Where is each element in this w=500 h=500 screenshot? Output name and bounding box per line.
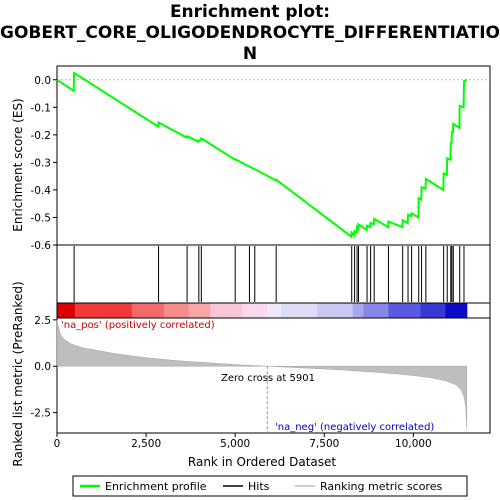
- legend-frame: [72, 475, 468, 497]
- x-axis-label: Rank in Ordered Dataset: [188, 455, 336, 469]
- es-y-tick-label: -0.1: [31, 102, 52, 114]
- rank-bar-segment: [420, 303, 446, 318]
- x-tick-label: 7,500: [309, 438, 339, 450]
- rank-bar-segment: [352, 303, 364, 318]
- hits-panel-frame: [56, 244, 491, 304]
- metric-y-tick-label: -2.5: [31, 408, 52, 420]
- es-panel-frame: [56, 65, 491, 246]
- rank-bar-segment: [363, 303, 389, 318]
- title-line-1: Enrichment plot:: [169, 2, 331, 22]
- es-y-tick-label: -0.2: [31, 130, 52, 142]
- rank-bar-segment: [388, 303, 422, 318]
- x-tick-label: 5,000: [220, 438, 250, 450]
- es-y-tick-label: -0.6: [31, 240, 52, 252]
- rank-bar-segment: [163, 303, 190, 318]
- metric-y-tick-label: 2.5: [34, 315, 51, 327]
- legend-label: Ranking metric scores: [320, 480, 442, 493]
- es-y-tick-label: -0.4: [31, 185, 52, 197]
- x-tick-label: 2,500: [131, 438, 161, 450]
- title-line-2: GOBERT_CORE_OLIGODENDROCYTE_DIFFERENTIAT…: [0, 23, 500, 43]
- positive-correlation-label: 'na_pos' (positively correlated): [61, 320, 215, 331]
- legend: Enrichment profile Hits Ranking metric sco…: [72, 475, 468, 497]
- rank-bar-segment: [317, 303, 354, 318]
- es-axis-label: Enrichment score (ES): [11, 98, 25, 231]
- rank-bar-segment: [131, 303, 165, 318]
- rank-bar-segment: [210, 303, 243, 318]
- chart-title: Enrichment plot: GOBERT_CORE_OLIGODENDRO…: [0, 2, 500, 65]
- es-panel: 0.0 -0.1 -0.2 -0.3 -0.4 -0.5 -0.6: [31, 65, 491, 252]
- enrichment-profile-line: [56, 71, 468, 239]
- rank-bar-segment: [74, 303, 133, 318]
- negative-correlation-label: 'na_neg' (negatively correlated): [275, 422, 434, 433]
- title-line-3: N: [242, 44, 258, 64]
- metric-panel: 2.5 0.0 -2.5 'na_pos' (positively correlate…: [31, 315, 491, 434]
- rank-bar-segment: [57, 303, 76, 318]
- hits-panel: [56, 244, 491, 304]
- rank-bar-segment: [188, 303, 211, 318]
- x-tick-label: 10,000: [395, 438, 432, 450]
- legend-label: Hits: [248, 480, 270, 493]
- zero-cross-label: Zero cross at 5901: [221, 373, 315, 384]
- rank-bar-segment: [242, 303, 268, 318]
- legend-label: Enrichment profile: [105, 480, 207, 493]
- ranking-metric-area: [56, 319, 468, 430]
- es-y-tick-label: -0.5: [31, 212, 52, 224]
- metric-axis-label: Ranked list metric (PreRanked): [11, 281, 25, 466]
- x-tick-label: 0: [54, 438, 61, 450]
- rank-bar-segment: [281, 303, 318, 318]
- es-y-tick-label: -0.3: [31, 157, 52, 169]
- x-axis: 0 2,500 5,000 7,500 10,000: [54, 433, 432, 450]
- metric-y-tick-label: 0.0: [34, 361, 51, 373]
- rank-bar-segment: [445, 303, 468, 318]
- es-y-tick-label: 0.0: [34, 75, 51, 87]
- rank-color-bar: [56, 302, 491, 319]
- rank-bar-segment: [267, 303, 283, 318]
